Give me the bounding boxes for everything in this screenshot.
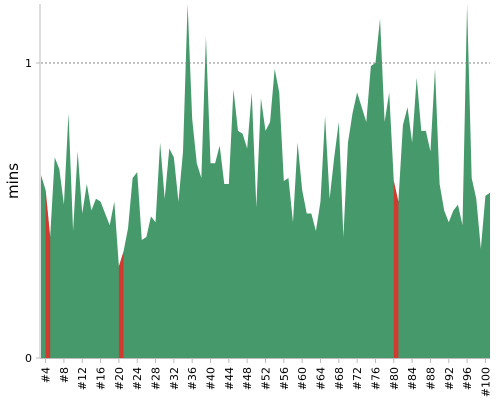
deficit-segment-3 — [393, 181, 399, 358]
y-tick-layer: 01 — [25, 57, 40, 365]
x-tick-label: #44 — [223, 367, 236, 390]
x-tick-label: #96 — [461, 367, 474, 390]
x-tick-label: #80 — [388, 367, 401, 390]
x-tick-label: #92 — [443, 367, 456, 390]
x-tick-label: #16 — [95, 367, 108, 390]
x-tick-label: #72 — [351, 367, 364, 390]
x-tick-label: #4 — [40, 367, 53, 383]
x-tick-label: #100 — [479, 367, 492, 397]
x-tick-label: #56 — [278, 367, 291, 390]
x-tick-label: #24 — [131, 367, 144, 390]
x-tick-label: #68 — [333, 367, 346, 390]
x-tick-label: #8 — [58, 367, 71, 383]
deficit-segment-2 — [118, 251, 124, 358]
area-layer — [41, 4, 490, 358]
x-tick-label: #64 — [314, 367, 327, 390]
x-tick-label: #48 — [241, 367, 254, 390]
y-tick-label: 1 — [25, 57, 32, 70]
x-tick-label: #32 — [168, 367, 181, 390]
x-tick-label: #20 — [113, 367, 126, 390]
x-tick-label: #36 — [186, 367, 199, 390]
deficit-segment-1 — [45, 189, 51, 358]
x-tick-layer: #4 #8 #12 #16 #20 #24 #28 #32 #36 #40 #44 #48 #52 #56… — [40, 359, 492, 397]
y-axis-label: mins — [4, 163, 22, 199]
x-tick-label: #60 — [296, 367, 309, 390]
y-tick-label: 0 — [25, 352, 32, 365]
x-tick-label: #84 — [406, 367, 419, 390]
x-tick-label: #40 — [205, 367, 218, 390]
x-tick-label: #52 — [260, 367, 273, 390]
series-area — [41, 4, 490, 358]
x-tick-label: #28 — [150, 367, 163, 390]
x-tick-label: #76 — [369, 367, 382, 390]
x-tick-label: #88 — [424, 367, 437, 390]
x-tick-label: #12 — [76, 367, 89, 390]
